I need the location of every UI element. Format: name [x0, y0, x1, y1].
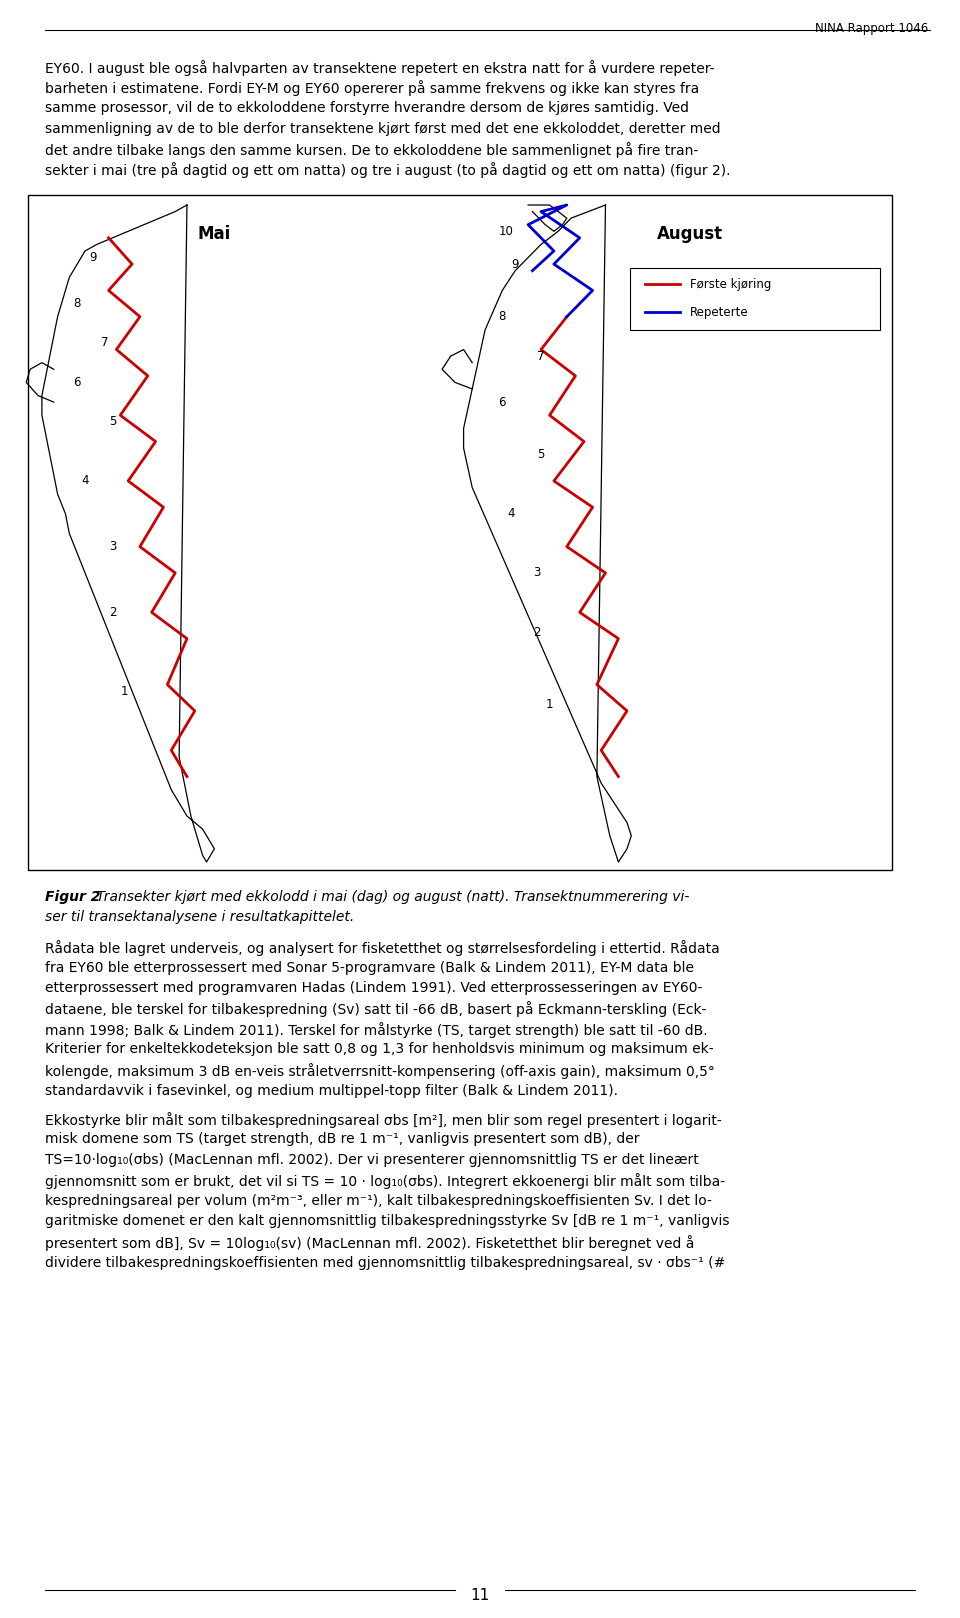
Text: fra EY60 ble etterprossessert med Sonar 5-programvare (Balk & Lindem 2011), EY-M: fra EY60 ble etterprossessert med Sonar …: [45, 961, 694, 974]
Text: etterprossessert med programvaren Hadas (Lindem 1991). Ved etterprossesseringen : etterprossessert med programvaren Hadas …: [45, 981, 703, 995]
Text: 7: 7: [101, 337, 108, 349]
Text: 1: 1: [546, 697, 553, 710]
Text: Kriterier for enkeltekkodeteksjon ble satt 0,8 og 1,3 for henholdsvis minimum og: Kriterier for enkeltekkodeteksjon ble sa…: [45, 1042, 713, 1057]
Text: 5: 5: [538, 448, 544, 461]
Text: August: August: [657, 225, 723, 243]
Text: 10: 10: [499, 225, 514, 238]
Text: samme prosessor, vil de to ekkoloddene forstyrre hverandre dersom de kjøres samt: samme prosessor, vil de to ekkoloddene f…: [45, 100, 689, 115]
Text: Rådata ble lagret underveis, og analysert for fisketetthet og størrelsesfordelin: Rådata ble lagret underveis, og analyser…: [45, 940, 720, 956]
Text: 11: 11: [470, 1587, 490, 1603]
Text: gjennomsnitt som er brukt, det vil si TS = 10 · log₁₀(σbs). Integrert ekkoenergi: gjennomsnitt som er brukt, det vil si TS…: [45, 1173, 725, 1189]
Text: sammenligning av de to ble derfor transektene kjørt først med det ene ekkoloddet: sammenligning av de to ble derfor transe…: [45, 121, 721, 136]
Text: 8: 8: [498, 311, 506, 324]
Text: 7: 7: [538, 349, 544, 362]
Text: 2: 2: [533, 626, 540, 639]
Text: dataene, ble terskel for tilbakespredning (Sv) satt til -66 dB, basert på Eckman: dataene, ble terskel for tilbakesprednin…: [45, 1002, 707, 1018]
Text: NINA Rapport 1046: NINA Rapport 1046: [815, 23, 928, 36]
Text: kespredningsareal per volum (m²m⁻³, eller m⁻¹), kalt tilbakespredningskoeffisien: kespredningsareal per volum (m²m⁻³, elle…: [45, 1194, 712, 1209]
Text: sekter i mai (tre på dagtid og ett om natta) og tre i august (to på dagtid og et: sekter i mai (tre på dagtid og ett om na…: [45, 162, 731, 178]
Text: 4: 4: [82, 474, 88, 487]
Text: det andre tilbake langs den samme kursen. De to ekkoloddene ble sammenlignet på : det andre tilbake langs den samme kursen…: [45, 142, 698, 159]
Text: 9: 9: [89, 251, 97, 264]
Text: 9: 9: [512, 257, 519, 270]
Text: barheten i estimatene. Fordi EY-M og EY60 opererer på samme frekvens og ikke kan: barheten i estimatene. Fordi EY-M og EY6…: [45, 81, 699, 97]
Text: garitmiske domenet er den kalt gjennomsnittlig tilbakespredningsstyrke Sv [dB re: garitmiske domenet er den kalt gjennomsn…: [45, 1215, 730, 1228]
Text: 5: 5: [108, 416, 116, 429]
Text: standardavvik i fasevinkel, og medium multippel-topp filter (Balk & Lindem 2011): standardavvik i fasevinkel, og medium mu…: [45, 1084, 618, 1097]
Text: misk domene som TS (target strength, dB re 1 m⁻¹, vanligvis presentert som dB), : misk domene som TS (target strength, dB …: [45, 1133, 639, 1147]
Text: 2: 2: [108, 605, 116, 618]
Text: kolengde, maksimum 3 dB en-veis stråletverrsnitt-kompensering (off-axis gain), m: kolengde, maksimum 3 dB en-veis stråletv…: [45, 1063, 715, 1079]
Text: mann 1998; Balk & Lindem 2011). Terskel for målstyrke (TS, target strength) ble : mann 1998; Balk & Lindem 2011). Terskel …: [45, 1023, 708, 1039]
Text: Repeterte: Repeterte: [690, 306, 749, 319]
Text: dividere tilbakespredningskoeffisienten med gjennomsnittlig tilbakespredningsare: dividere tilbakespredningskoeffisienten …: [45, 1256, 726, 1270]
Text: Første kjøring: Første kjøring: [690, 278, 772, 291]
Text: 6: 6: [74, 375, 81, 388]
Text: Mai: Mai: [198, 225, 230, 243]
Text: Ekkostyrke blir målt som tilbakespredningsareal σbs [m²], men blir som regel pre: Ekkostyrke blir målt som tilbakesprednin…: [45, 1112, 722, 1128]
Text: 4: 4: [507, 508, 515, 521]
Text: Figur 2: Figur 2: [45, 890, 101, 904]
Bar: [630, 269, 880, 330]
Text: Transekter kjørt med ekkolodd i mai (dag) og august (natt). Transektnummerering : Transekter kjørt med ekkolodd i mai (dag…: [92, 890, 689, 904]
Text: 3: 3: [108, 540, 116, 553]
Text: ser til transektanalysene i resultatkapittelet.: ser til transektanalysene i resultatkapi…: [45, 909, 354, 924]
Text: 8: 8: [74, 298, 81, 311]
Text: 6: 6: [498, 395, 506, 409]
Text: 3: 3: [533, 566, 540, 579]
Text: EY60. I august ble også halvparten av transektene repetert en ekstra natt for å : EY60. I august ble også halvparten av tr…: [45, 60, 714, 76]
Bar: [28, 196, 892, 870]
Text: TS=10·log₁₀(σbs) (MacLennan mfl. 2002). Der vi presenterer gjennomsnittlig TS er: TS=10·log₁₀(σbs) (MacLennan mfl. 2002). …: [45, 1154, 699, 1167]
Text: 1: 1: [121, 684, 128, 697]
Text: presentert som dB], Sv = 10log₁₀(sv) (MacLennan mfl. 2002). Fisketetthet blir be: presentert som dB], Sv = 10log₁₀(sv) (Ma…: [45, 1235, 694, 1251]
